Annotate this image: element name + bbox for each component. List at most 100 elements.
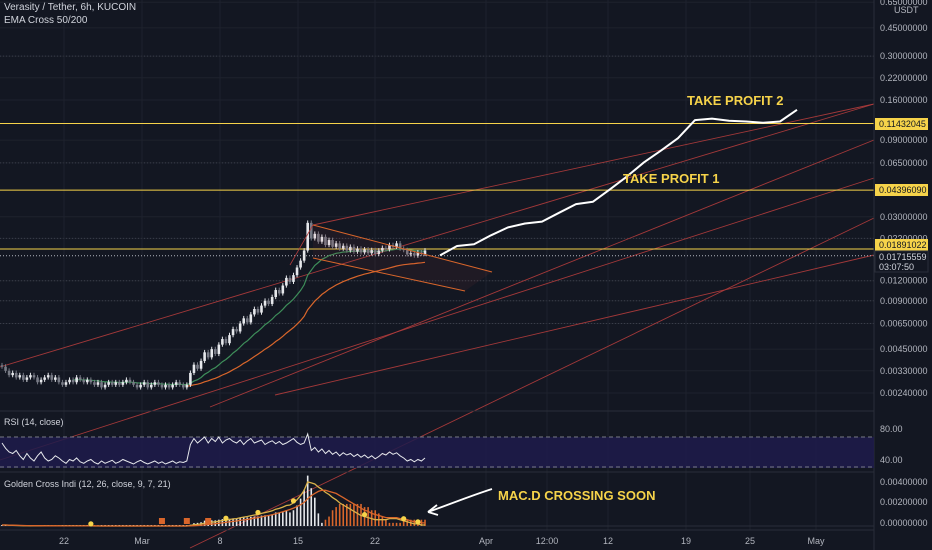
candle-body [174,382,178,385]
ref-price-tag [874,250,929,273]
candle-body [370,250,373,254]
candle-body [64,382,68,385]
rsi-title: RSI (14, close) [4,417,64,427]
candle-body [110,382,114,385]
candle-body [217,344,221,354]
candle-body [7,370,11,376]
candle-body [381,247,384,251]
candle-body [263,300,267,306]
candle-body [210,349,214,358]
candle-body [39,379,43,383]
price-tick: 0.01200000 [880,276,928,286]
candle-body [192,364,196,373]
candle-body [338,243,341,249]
ema-legend[interactable]: EMA Cross 50/200 [4,15,88,26]
golden-cross-marker [255,509,261,516]
candle-body [4,366,7,371]
take-profit-1-label: TAKE PROFIT 1 [623,171,720,186]
candle-body [238,323,242,332]
candle-body [93,382,96,385]
candle-body [82,379,86,383]
last-price-tag [875,239,928,251]
projection-line [439,108,798,257]
time-tick: 15 [293,536,303,546]
ema-200-line [186,261,426,387]
time-tick: 22 [370,536,380,546]
candle-body [160,384,164,388]
macd-title: Golden Cross Indi (12, 26, close, 9, 7, … [4,479,171,489]
golden-cross-marker [88,521,94,527]
ema-50-line [73,248,425,386]
candle-body [405,250,409,255]
candle-body [281,285,285,294]
candle-body [373,250,377,254]
candle-body [395,243,398,247]
rsi-line [1,432,426,465]
candle-body [384,247,388,250]
candle-body [235,329,238,332]
candle-body [306,222,309,251]
candle-body [402,248,405,251]
candle-body [409,253,413,255]
candle-body [206,352,210,358]
channel-line [0,177,875,461]
wedge-line [289,224,314,266]
candle-body [249,314,253,323]
candle-body [121,382,125,385]
candle-body [125,379,128,383]
candle-body [11,372,14,376]
macd-tick: 0.00400000 [880,477,928,487]
candle-body [388,245,391,250]
candle-body [398,243,402,249]
candle-body [142,382,146,385]
symbol-legend[interactable]: Verasity / Tether, 6h, KUCOIN [4,2,137,13]
macd-tick: 0.00200000 [880,497,928,507]
wedge-fill [313,225,492,291]
candle-body [313,233,317,239]
time-axis[interactable]: 22 Mar 8 15 22 Apr 12:00 12 19 25 May [59,536,825,546]
rsi-tick: 80.00 [880,424,903,434]
arrow-head-icon [427,504,439,516]
candle-body [100,382,103,388]
candle-body [352,246,356,252]
tp1-price-label: 0.04396090 [879,185,927,195]
candle-body [153,382,157,385]
candle-body [78,377,82,380]
golden-cross-marker [223,515,229,521]
candle-body [86,379,89,383]
rsi-line [1,432,426,465]
candle-body [128,379,132,383]
rsi-tick: 40.00 [880,455,903,465]
candle-body [43,377,46,380]
channel-line [274,254,875,396]
candle-body [75,377,78,383]
candle-body [164,384,167,388]
macd-panel-plot [0,475,874,527]
price-tick: 0.65000000 [880,0,928,7]
candle-body [14,372,18,378]
candle-body [320,236,324,242]
candle-body [181,384,185,388]
candle-body [228,335,231,344]
candle-body [277,290,281,294]
candle-body [377,250,381,254]
time-tick: Apr [479,536,493,546]
price-axis-currency: USDT [894,5,919,15]
candle-body [288,277,292,282]
candle-body [245,318,249,323]
candle-body [132,382,135,385]
price-axis[interactable]: 0.65000000 0.45000000 0.30000000 0.22000000… [880,0,928,398]
time-tick: 12:00 [536,536,559,546]
candle-body [349,246,352,251]
last-price-label: 0.01891022 [879,240,927,250]
candle-body [185,384,189,388]
candle-body [334,243,338,247]
price-tick: 0.03000000 [880,212,928,222]
candle-body [203,352,206,361]
candle-body [285,277,288,286]
macd-note-label: MAC.D CROSSING SOON [498,488,655,503]
signal-line [2,489,425,527]
candle-body [324,236,327,246]
candle-body [221,339,224,345]
